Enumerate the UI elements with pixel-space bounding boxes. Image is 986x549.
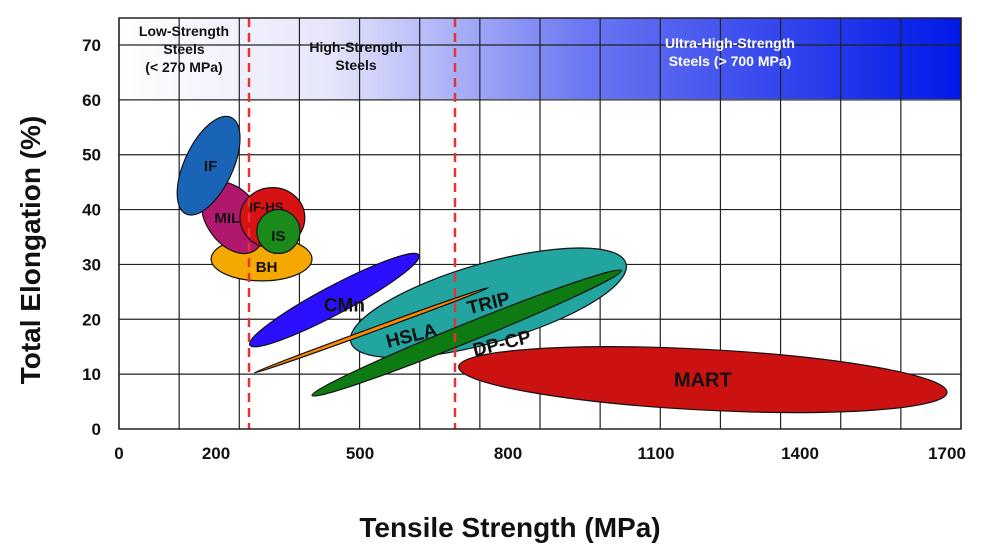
steel-family-region: [176, 115, 241, 216]
strength-class-label: Low-Strength Steels (< 270 MPa): [139, 23, 229, 75]
y-tick-label: 40: [82, 201, 101, 220]
x-axis-title: Tensile Strength (MPa): [359, 512, 660, 543]
x-tick-label: 200: [202, 444, 230, 463]
steel-family-if: IF: [176, 115, 241, 216]
steel-family-label: IS: [271, 228, 285, 245]
strength-class-label: Ultra-High-Strength Steels (> 700 MPa): [665, 35, 795, 69]
plot-frame: [118, 17, 962, 430]
x-tick-label: 500: [346, 444, 374, 463]
steel-family-region: [349, 247, 628, 359]
strength-class-label-line: Ultra-High-Strength: [665, 35, 795, 51]
y-tick-label: 60: [82, 91, 101, 110]
steel-family-is: IS: [256, 208, 301, 255]
y-tick-label: 0: [92, 420, 101, 439]
x-tick-label: 1400: [781, 444, 819, 463]
y-tick-label: 30: [82, 255, 101, 274]
strength-class-label-line: Steels: [163, 41, 204, 57]
strength-class-labels: Low-Strength Steels (< 270 MPa) High-Streng…: [139, 23, 795, 75]
strength-class-label: High-Strength Steels: [309, 39, 402, 73]
strength-class-label-line: Steels (> 700 MPa): [669, 53, 792, 69]
steel-family-label: IF: [204, 158, 217, 175]
x-tick-label: 0: [114, 444, 123, 463]
steel-family-region: [253, 286, 490, 374]
steel-family-label: MART: [674, 370, 732, 392]
strength-class-boundaries: [247, 18, 457, 429]
strength-class-label-line: High-Strength: [309, 39, 402, 55]
steel-family-label: BH: [256, 259, 278, 276]
steel-family-mart: MART: [458, 346, 948, 414]
steel-family-cmn: CMn: [248, 252, 420, 348]
steel-family-region: [311, 269, 623, 397]
x-tick-label: 1100: [638, 444, 675, 463]
strength-class-label-line: Steels: [335, 57, 376, 73]
steel-family-region: [458, 346, 948, 414]
steel-family-region: [248, 252, 420, 348]
strength-class-label-line: Low-Strength: [139, 23, 229, 39]
y-tick-label: 50: [82, 146, 101, 165]
y-tick-label: 70: [82, 36, 101, 55]
y-tick-label: 10: [82, 365, 101, 384]
x-tick-label: 1700: [928, 444, 966, 463]
axis-ticks: 0 200 500 800 1100 1400 1700 0 10 20 30 40 50 60 70: [82, 36, 966, 463]
steel-family-label: CMn: [324, 296, 365, 317]
strength-class-label-line: (< 270 MPa): [145, 59, 222, 75]
x-tick-label: 800: [494, 444, 522, 463]
y-tick-label: 20: [82, 310, 101, 329]
y-axis-title: Total Elongation (%): [15, 116, 46, 385]
steel-family-region: [256, 208, 301, 255]
